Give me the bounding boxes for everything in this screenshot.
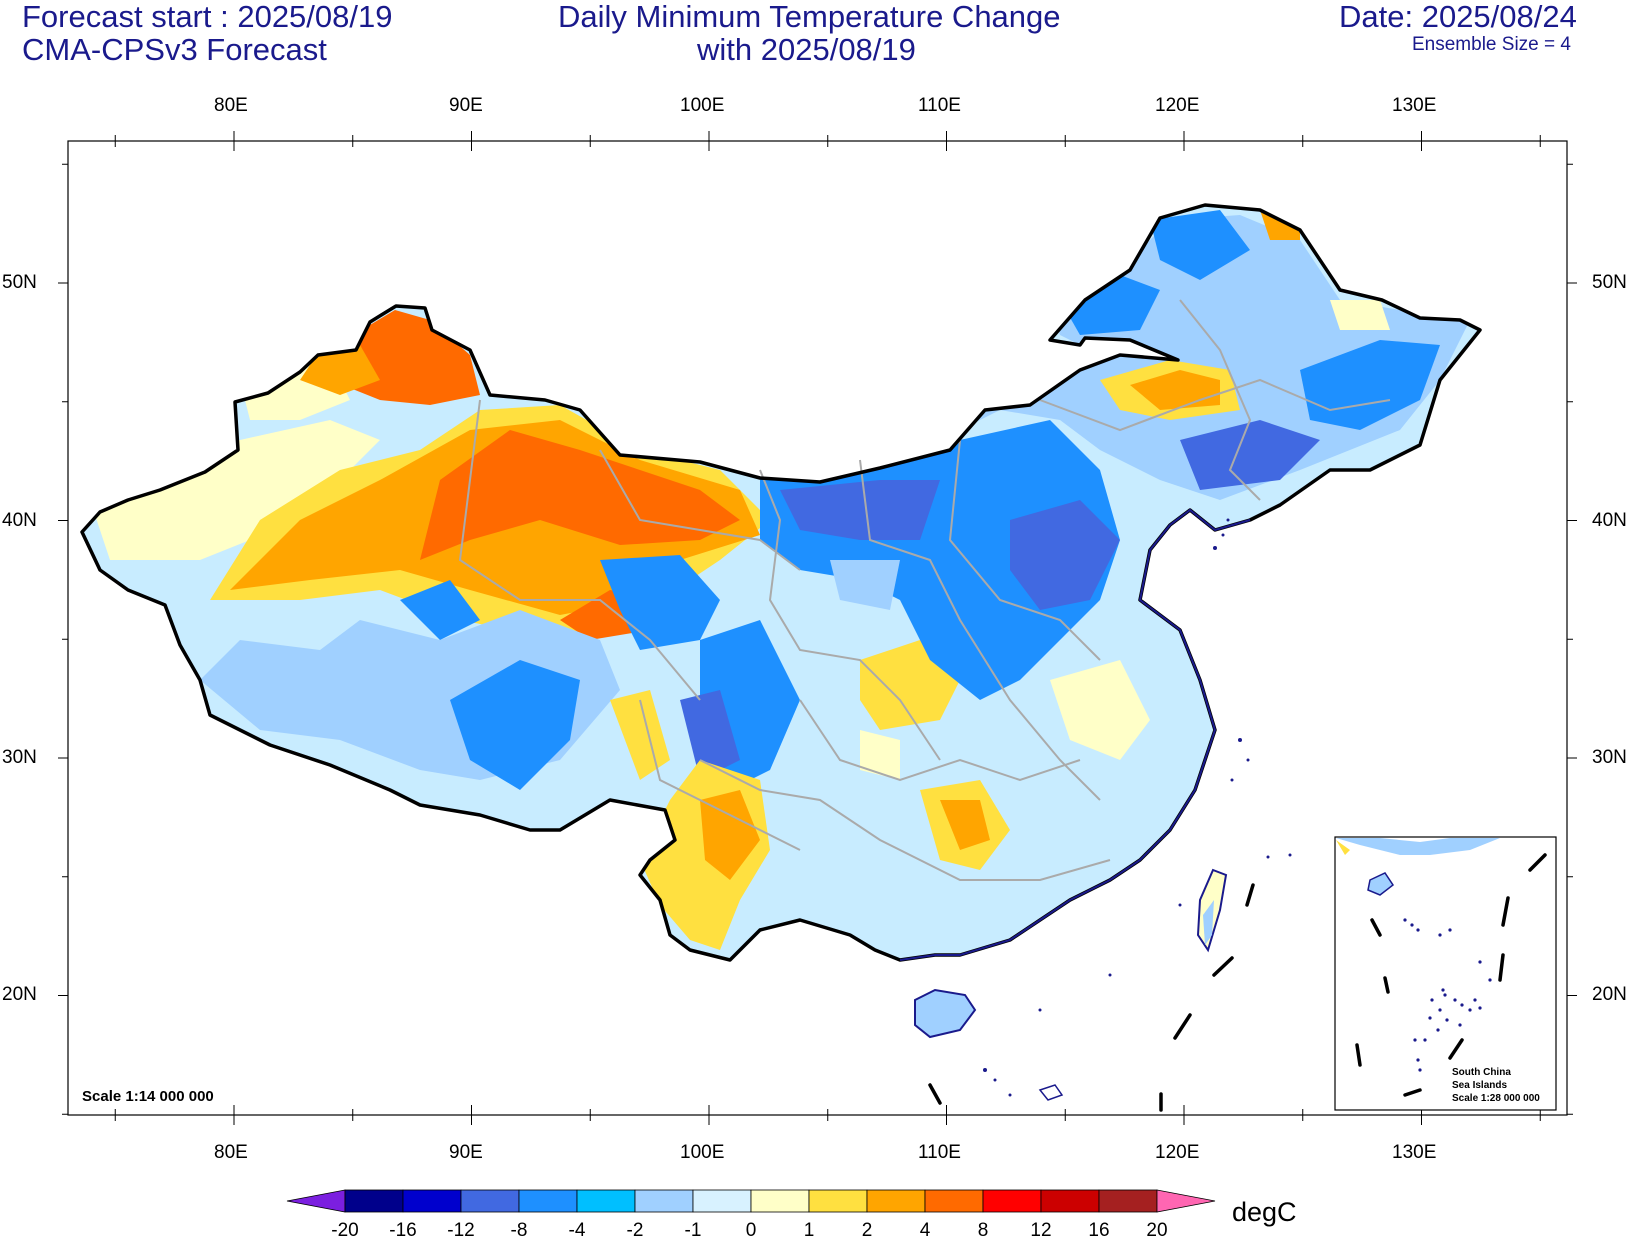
- island-dot: [1441, 988, 1445, 992]
- lat-label-right: 20N: [1592, 984, 1627, 1005]
- colorbar-swatch: [866, 1189, 926, 1213]
- lon-label-bottom: 90E: [449, 1142, 483, 1163]
- colorbar-level-label: -1: [684, 1220, 702, 1241]
- inset-title: South China: [1452, 1067, 1511, 1078]
- island-dot: [1460, 1003, 1464, 1007]
- lon-label-bottom: 120E: [1155, 1142, 1200, 1163]
- colorbar-level-label: 16: [1088, 1220, 1110, 1241]
- colorbar-swatch: [460, 1189, 520, 1213]
- colorbar-swatch: [1040, 1189, 1100, 1213]
- map-title: Daily Minimum Temperature Change: [558, 0, 1061, 34]
- island-dot: [1436, 1028, 1440, 1032]
- ensemble-size-label: Ensemble Size = 4: [1412, 34, 1571, 55]
- colorbar-level-label: 0: [745, 1220, 757, 1241]
- island-dot: [1468, 1008, 1472, 1012]
- lat-label-right: 30N: [1592, 747, 1627, 768]
- island-dot: [1445, 1018, 1449, 1022]
- colorbar-swatch: [634, 1189, 694, 1213]
- model-label: CMA-CPSv3 Forecast: [22, 32, 327, 67]
- colorbar-level-label: 12: [1030, 1220, 1052, 1241]
- island-dot: [1423, 1038, 1427, 1042]
- island-dot: [1416, 928, 1420, 932]
- island-dot: [1418, 1068, 1422, 1072]
- colorbar-unit-label: degC: [1232, 1197, 1297, 1227]
- island-dot: [1488, 978, 1492, 982]
- colorbar-level-label: 20: [1146, 1220, 1168, 1241]
- lon-label-bottom: 110E: [918, 1142, 961, 1163]
- lon-label-top: 90E: [449, 95, 483, 116]
- colorbar-level-label: 4: [919, 1220, 931, 1241]
- lon-label-bottom: 130E: [1392, 1142, 1437, 1163]
- island-dot: [1410, 923, 1414, 927]
- map-subtitle: with 2025/08/19: [697, 32, 916, 67]
- lat-label-left: 50N: [2, 272, 37, 293]
- colorbar: [286, 1189, 1216, 1213]
- colorbar-swatch: [344, 1189, 404, 1213]
- colorbar-level-label: -8: [510, 1220, 528, 1241]
- island-dot: [1458, 1023, 1462, 1027]
- lat-label-right: 50N: [1592, 272, 1627, 293]
- valid-date-label: Date: 2025/08/24: [1339, 0, 1577, 34]
- colorbar-underflow-triangle: [286, 1189, 346, 1213]
- lon-label-top: 110E: [918, 95, 961, 116]
- colorbar-level-label: -16: [389, 1220, 417, 1241]
- lat-label-left: 40N: [2, 510, 37, 531]
- island-dot: [1478, 960, 1482, 964]
- colorbar-swatch: [1098, 1189, 1158, 1213]
- lon-label-top: 80E: [214, 95, 248, 116]
- island-dot: [1428, 1016, 1432, 1020]
- lon-label-top: 120E: [1155, 95, 1200, 116]
- colorbar-swatch: [692, 1189, 752, 1213]
- colorbar-swatch: [924, 1189, 984, 1213]
- colorbar-level-label: 2: [861, 1220, 873, 1241]
- island-dot: [1478, 1006, 1482, 1010]
- island-dot: [1438, 933, 1442, 937]
- colorbar-level-label: -4: [568, 1220, 586, 1241]
- island-dot: [1413, 1038, 1417, 1042]
- island-dot: [1438, 1008, 1442, 1012]
- colorbar-level-label: -12: [447, 1220, 475, 1241]
- colorbar-level-label: 8: [977, 1220, 989, 1241]
- colorbar-level-label: -20: [331, 1220, 359, 1241]
- lat-label-left: 30N: [2, 747, 37, 768]
- colorbar-swatch: [982, 1189, 1042, 1213]
- lon-label-bottom: 100E: [680, 1142, 725, 1163]
- lon-label-bottom: 80E: [214, 1142, 248, 1163]
- colorbar-level-label: -2: [626, 1220, 644, 1241]
- lon-label-top: 100E: [680, 95, 725, 116]
- colorbar-swatch: [402, 1189, 462, 1213]
- colorbar-swatch: [576, 1189, 636, 1213]
- island-dot: [1443, 993, 1447, 997]
- island-dot: [1403, 918, 1407, 922]
- island-dot: [1448, 928, 1452, 932]
- map-scale-label: Scale 1:14 000 000: [82, 1088, 214, 1105]
- colorbar-swatch: [518, 1189, 578, 1213]
- colorbar-overflow-triangle: [1156, 1189, 1216, 1213]
- inset-scale-label: Scale 1:28 000 000: [1452, 1093, 1540, 1104]
- island-dot: [1430, 998, 1434, 1002]
- colorbar-swatch: [808, 1189, 868, 1213]
- lat-label-left: 20N: [2, 984, 37, 1005]
- lon-label-top: 130E: [1392, 95, 1437, 116]
- island-dot: [1416, 1058, 1420, 1062]
- inset-title-2: Sea Islands: [1452, 1080, 1508, 1091]
- island-dot: [1473, 998, 1477, 1002]
- forecast-start-label: Forecast start : 2025/08/19: [22, 0, 393, 34]
- colorbar-swatch: [750, 1189, 810, 1213]
- colorbar-level-label: 1: [803, 1220, 815, 1241]
- lat-label-right: 40N: [1592, 510, 1627, 531]
- island-dot: [1453, 998, 1457, 1002]
